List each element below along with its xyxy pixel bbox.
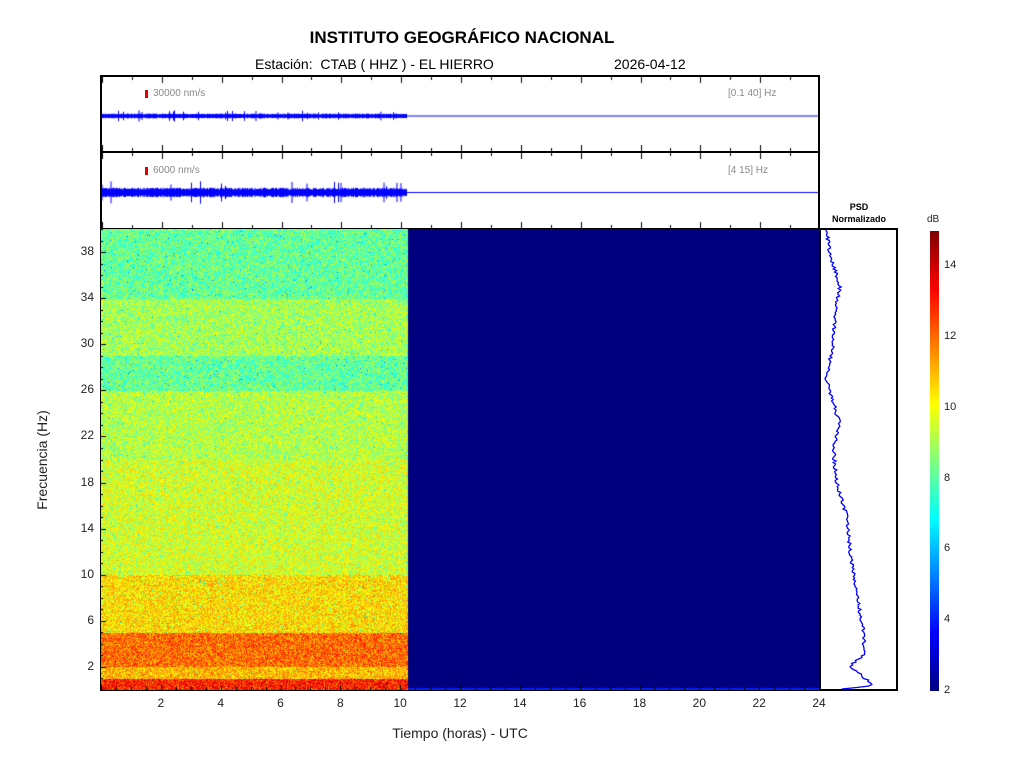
amplitude-scale: 6000 nm/s [153,165,200,176]
seismogram-trace [102,153,818,228]
psd-title-line2: Normalizado [820,213,898,225]
y-tick-label: 34 [70,290,94,304]
x-tick-label: 12 [450,696,470,710]
x-tick-label: 20 [689,696,709,710]
y-tick-label: 2 [70,659,94,673]
scale-bar [145,167,148,175]
x-tick-label: 16 [570,696,590,710]
x-tick-label: 10 [390,696,410,710]
seismogram-trace [102,77,818,151]
psd-panel [819,228,898,691]
y-tick-label: 26 [70,382,94,396]
psd-title: PSD Normalizado [820,201,898,225]
colorbar-tick-label: 6 [944,542,950,554]
x-axis-label: Tiempo (horas) - UTC [0,725,920,741]
colorbar-tick-label: 14 [944,259,956,271]
y-tick-label: 14 [70,521,94,535]
y-tick-label: 30 [70,336,94,350]
x-tick-label: 18 [630,696,650,710]
spectrogram [101,229,819,690]
x-tick-label: 6 [271,696,291,710]
colorbar [930,231,939,691]
psd-curve [825,230,872,689]
scale-bar [145,90,148,98]
filter-band: [4 15] Hz [728,165,768,176]
colorbar-tick-label: 2 [944,684,950,696]
x-tick-label: 24 [809,696,829,710]
filter-band: [0.1 40] Hz [728,88,776,99]
x-tick-label: 2 [151,696,171,710]
colorbar-tick-label: 10 [944,401,956,413]
x-axis-line [100,690,820,691]
x-tick-label: 22 [749,696,769,710]
y-tick-label: 6 [70,613,94,627]
y-tick-label: 10 [70,567,94,581]
y-axis-line [100,228,101,691]
y-tick-label: 38 [70,244,94,258]
colorbar-tick-label: 12 [944,330,956,342]
trace-panel-broadband: 30000 nm/s [0.1 40] Hz [100,75,820,153]
x-tick-label: 14 [510,696,530,710]
colorbar-tick-label: 4 [944,613,950,625]
psd-title-line1: PSD [820,201,898,213]
page-title: INSTITUTO GEOGRÁFICO NACIONAL [0,28,924,48]
colorbar-label: dB [927,214,939,225]
trace-panel-filtered: 6000 nm/s [4 15] Hz [100,151,820,230]
amplitude-scale: 30000 nm/s [153,88,205,99]
date-label: 2026-04-12 [614,56,686,72]
y-tick-label: 18 [70,475,94,489]
x-tick-label: 8 [330,696,350,710]
colorbar-tick-label: 8 [944,472,950,484]
y-axis-label: Frecuencia (Hz) [34,390,50,530]
station-label: Estación: CTAB ( HHZ ) - EL HIERRO [255,56,494,72]
x-tick-label: 4 [211,696,231,710]
y-tick-label: 22 [70,428,94,442]
